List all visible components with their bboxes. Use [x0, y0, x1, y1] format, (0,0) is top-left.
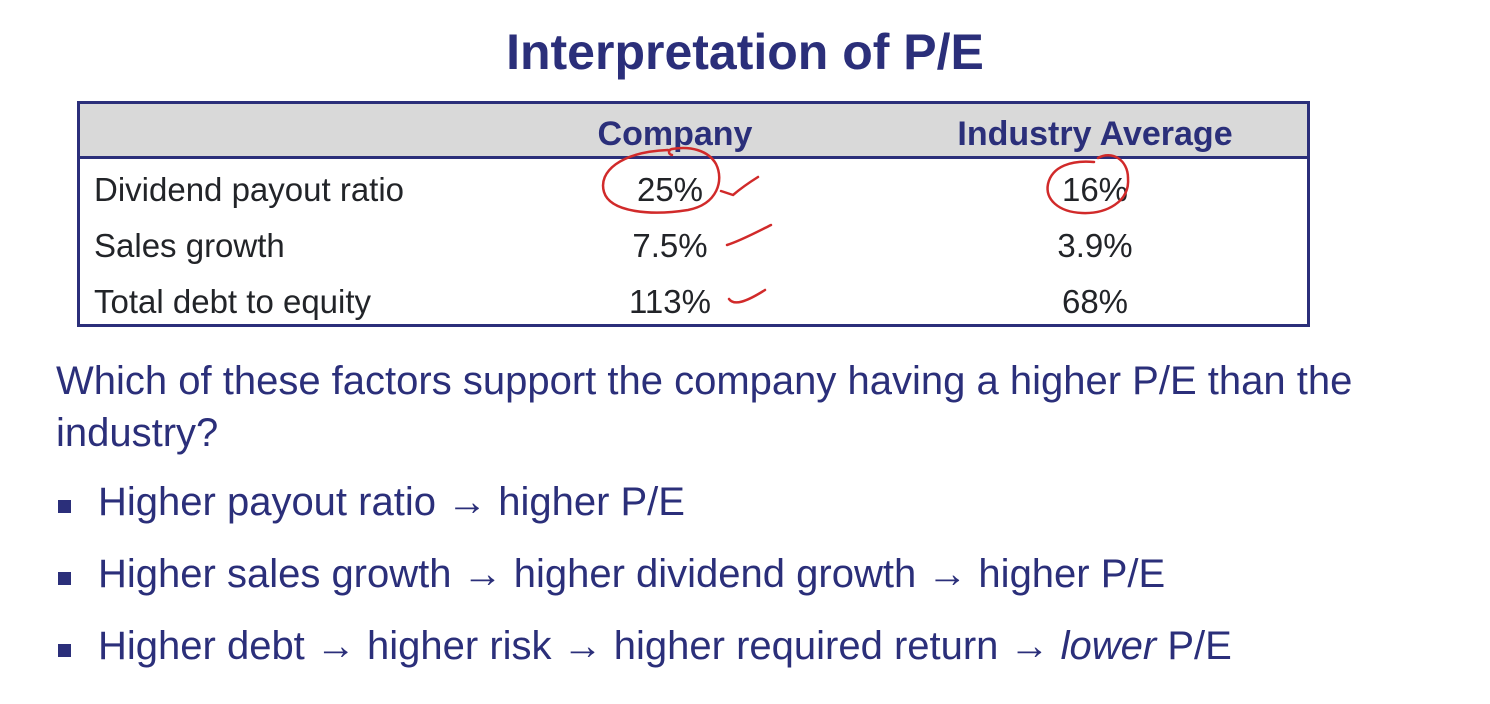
table-header-row: Company Industry Average: [80, 104, 1307, 159]
industry-value: 3.9%: [1057, 227, 1133, 264]
industry-value: 68%: [1061, 283, 1129, 320]
question-text: Which of these factors support the compa…: [56, 359, 1353, 455]
bullet-text: Higher sales growth → higher dividend gr…: [98, 552, 1166, 596]
company-value: 25%: [636, 171, 704, 208]
list-item: Higher debt → higher risk → higher requi…: [58, 620, 1458, 672]
company-value: 113%: [629, 283, 711, 320]
bullet-prefix: Higher debt → higher risk → higher requi…: [98, 624, 1061, 668]
bullet-square-icon: [58, 572, 71, 585]
bullet-text: Higher payout ratio → higher P/E: [98, 480, 685, 524]
header-industry-average: Industry Average: [957, 115, 1233, 153]
table-row: Sales growth 7.5% 3.9%: [80, 218, 1307, 274]
bullet-square-icon: [58, 644, 71, 657]
company-value: 7.5%: [632, 227, 708, 264]
emphasis-lower: lower: [1060, 624, 1157, 668]
header-company: Company: [597, 115, 753, 153]
bullet-square-icon: [58, 500, 71, 513]
row-label: Total debt to equity: [94, 283, 372, 320]
comparison-table: Company Industry Average Dividend payout…: [77, 101, 1310, 327]
row-label: Dividend payout ratio: [94, 171, 405, 208]
list-item: Higher payout ratio → higher P/E: [58, 476, 1458, 528]
industry-value: 16%: [1061, 171, 1129, 208]
bullet-suffix: P/E: [1156, 624, 1232, 668]
bullet-text: Higher debt → higher risk → higher requi…: [98, 620, 1232, 672]
slide-title: Interpretation of P/E: [506, 24, 984, 80]
table-row: Dividend payout ratio 25% 16%: [80, 162, 1307, 218]
list-item: Higher sales growth → higher dividend gr…: [58, 548, 1458, 600]
row-label: Sales growth: [94, 227, 285, 264]
table-row: Total debt to equity 113% 68%: [80, 274, 1307, 330]
